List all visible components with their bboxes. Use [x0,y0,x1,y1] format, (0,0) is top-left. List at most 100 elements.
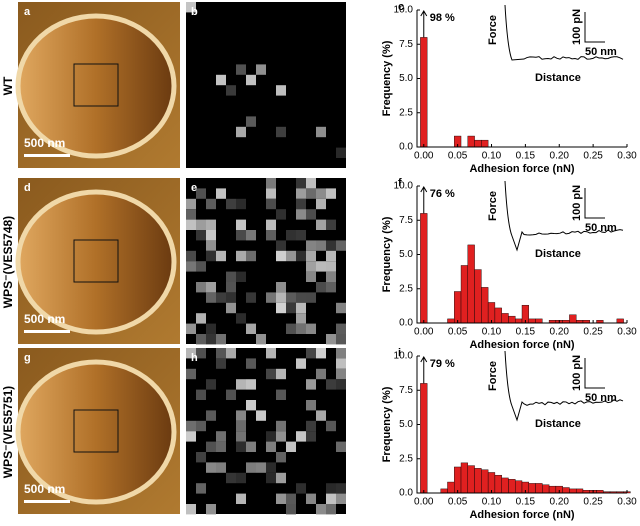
map-pixel [186,504,196,515]
map-pixel [286,250,296,262]
map-pixel [196,452,206,463]
map-pixel [296,198,306,210]
map-pixel [266,431,276,442]
map-pixel [326,334,336,345]
map-pixel [336,358,346,369]
y-tick-label: 0.0 [399,318,413,329]
x-axis-label: Adhesion force (nN) [469,163,574,175]
panel-letter: e [191,182,197,194]
map-pixel [306,323,316,334]
map-pixel [276,431,286,442]
force-curve [504,350,624,422]
scan-box [73,239,119,283]
x-tick-label: 0.20 [550,327,570,338]
x-axis-label: Adhesion force (nN) [469,509,574,521]
bar [562,487,570,494]
annotation-arrow [420,356,428,384]
map-pixel [316,126,326,138]
afm-hole [15,359,177,505]
x-tick-label: 0.25 [583,497,603,508]
map-pixel [186,431,196,442]
map-pixel [216,334,226,345]
bar [447,481,455,494]
map-pixel [326,483,336,494]
map-pixel [236,64,246,75]
y-tick-label: 2.5 [399,107,413,118]
panel-letter: f [398,177,402,189]
map-pixel [276,126,286,138]
x-tick-label: 0.10 [482,151,502,162]
map-pixel [236,250,246,262]
axes [416,186,627,324]
map-pixel [296,323,306,334]
panel-letter: h [191,352,198,364]
map-pixel [196,334,206,345]
annotation-arrow [420,186,428,214]
map-pixel [246,462,256,473]
map-pixel [316,198,326,210]
map-pixel [296,188,306,199]
map-pixel [216,348,226,359]
y-tick-label: 5.0 [399,73,413,84]
map-pixel [296,292,306,303]
map-pixel [266,441,276,452]
map-pixel [226,271,236,282]
map-pixel [286,302,296,314]
map-pixel [196,219,206,230]
y-tick-label: 10.0 [394,181,414,192]
scale-bar [24,500,70,503]
map-pixel [296,178,306,189]
bar [474,468,482,494]
map-pixel [336,379,346,390]
map-pixel [196,389,206,400]
map-pixel [326,271,336,282]
map-pixel [246,400,256,411]
map-pixel [306,400,316,411]
map-pixel [336,240,346,251]
map-pixel [326,250,336,262]
map-pixel [306,178,316,189]
y-tick-label: 5.0 [399,419,413,430]
bar [467,135,475,148]
map-pixel [316,348,326,359]
inset-y-label: Force [487,15,499,45]
row-label: WPS⁻(VES5751) [1,386,15,478]
map-pixel [206,323,216,334]
x-tick-label: 0.30 [617,151,637,162]
y-tick-label: 0.0 [399,142,413,153]
map-pixel [326,493,336,504]
bar [474,139,482,148]
map-pixel [316,368,326,380]
x-tick-label: 0.15 [516,327,536,338]
map-pixel [276,493,286,504]
x-tick-label: 0.10 [482,497,502,508]
inset-x-label: Distance [535,248,581,260]
x-tick-label: 0.10 [482,327,502,338]
map-pixel [236,230,246,241]
y-tick-label: 0.0 [399,488,413,499]
map-pixel [186,209,196,220]
map-pixel [186,2,196,13]
map-pixel [236,493,246,504]
map-pixel [266,462,276,473]
bar [535,483,543,494]
bar [542,484,550,494]
bar [515,318,523,324]
map-pixel [276,240,286,251]
scale-bar [24,154,70,157]
inset-x-scale: 50 nm [585,222,617,234]
inset-y-scale: 100 pN [571,9,583,45]
y-axis-label: Frequency (%) [381,216,393,292]
y-axis-label: Frequency (%) [381,40,393,116]
map-pixel [336,493,346,504]
bar [467,244,475,324]
x-tick-label: 0.15 [516,151,536,162]
inset-y-scale: 100 pN [571,355,583,391]
x-tick-label: 0.00 [414,327,434,338]
map-pixel [256,462,266,473]
map-pixel [206,219,216,230]
map-pixel [336,323,346,334]
y-tick-label: 7.5 [399,39,413,50]
bar [575,488,584,494]
map-pixel [216,358,226,369]
